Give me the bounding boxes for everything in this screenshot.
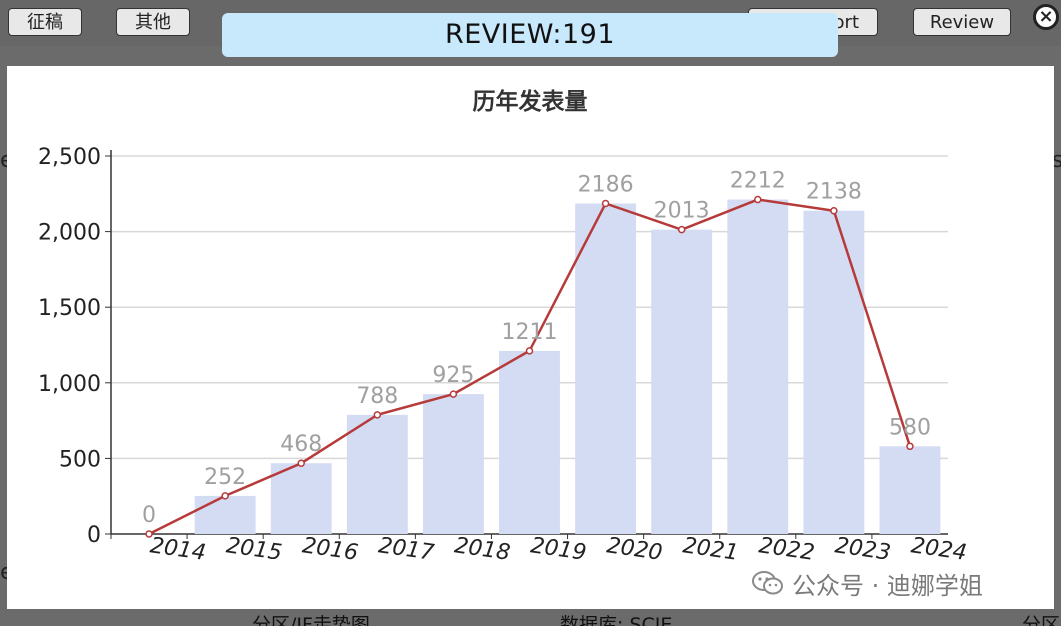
data-label: 0	[142, 503, 156, 528]
data-label: 788	[356, 384, 398, 409]
line-point	[830, 206, 838, 215]
bar	[194, 495, 256, 534]
watermark: 公众号 · 迪娜学姐	[752, 566, 983, 600]
close-icon[interactable]: ×	[1033, 4, 1059, 30]
bar	[803, 210, 865, 534]
data-label: 2212	[730, 169, 786, 194]
data-label: 2186	[578, 172, 634, 197]
data-label: 1211	[502, 320, 558, 345]
call-for-papers-button[interactable]: 征稿	[8, 8, 82, 36]
trend-label: 分区/IF走势图	[252, 614, 370, 626]
data-label: 580	[889, 415, 931, 440]
publication-chart: 历年发表量 0 500 1,000 1,500 2,000 2,500 0 252 468 788 9…	[38, 88, 968, 566]
chart-panel: 历年发表量 0 500 1,000 1,500 2,000 2,500 0 252 468 788 9…	[7, 66, 1054, 609]
line-point	[373, 411, 382, 419]
x-tick-label: 2018	[453, 533, 512, 566]
x-tick-label: 2023	[833, 533, 892, 566]
dialog-title: REVIEW:191	[222, 13, 838, 57]
y-tick-label: 2,000	[38, 221, 101, 246]
background-bottom: 分区/IF走势图 数据库: SCIE 分区	[0, 609, 1061, 626]
y-tick-label: 0	[87, 523, 101, 548]
line-point	[297, 459, 305, 467]
zone-label: 分区	[1022, 614, 1061, 626]
y-tick-label: 500	[59, 447, 101, 472]
x-tick-label: 2021	[681, 533, 740, 566]
background-fragment: s	[1052, 148, 1061, 173]
line-point	[754, 195, 762, 204]
database-label: 数据库: SCIE	[560, 614, 673, 626]
bar	[270, 463, 332, 534]
y-tick-label: 2,500	[38, 145, 101, 170]
x-tick-label: 2015	[225, 533, 284, 566]
line-point	[221, 492, 229, 500]
chart-title: 历年发表量	[473, 88, 588, 115]
line-point	[145, 530, 153, 538]
other-button[interactable]: 其他	[116, 8, 190, 36]
data-label: 468	[280, 432, 322, 457]
bar	[651, 229, 713, 534]
x-tick-label: 2022	[757, 533, 816, 566]
bar	[727, 199, 789, 534]
x-tick-label: 2017	[377, 533, 436, 566]
watermark-text: 公众号 · 迪娜学姐	[792, 571, 983, 600]
bar	[346, 414, 408, 534]
y-tick-label: 1,500	[38, 296, 101, 321]
bar	[879, 446, 941, 534]
line-point	[677, 225, 686, 234]
line-point	[601, 199, 610, 208]
line-point	[449, 390, 458, 398]
x-tick-label: 2014	[148, 533, 207, 566]
x-tick-label: 2024	[909, 533, 968, 566]
x-tick-label: 2020	[605, 533, 664, 566]
y-tick-label: 1,000	[38, 372, 101, 397]
bar	[575, 203, 637, 534]
data-label: 2138	[806, 180, 862, 205]
bar	[499, 350, 560, 534]
data-label: 2013	[654, 199, 710, 224]
data-label: 252	[204, 465, 246, 490]
line-point	[525, 347, 534, 355]
x-tick-label: 2019	[529, 533, 588, 566]
x-tick-label: 2016	[301, 533, 360, 566]
line-point	[906, 442, 914, 451]
data-label: 925	[432, 363, 474, 388]
bar	[422, 394, 484, 534]
review-button[interactable]: Review	[913, 8, 1011, 36]
wechat-icon	[752, 570, 784, 596]
